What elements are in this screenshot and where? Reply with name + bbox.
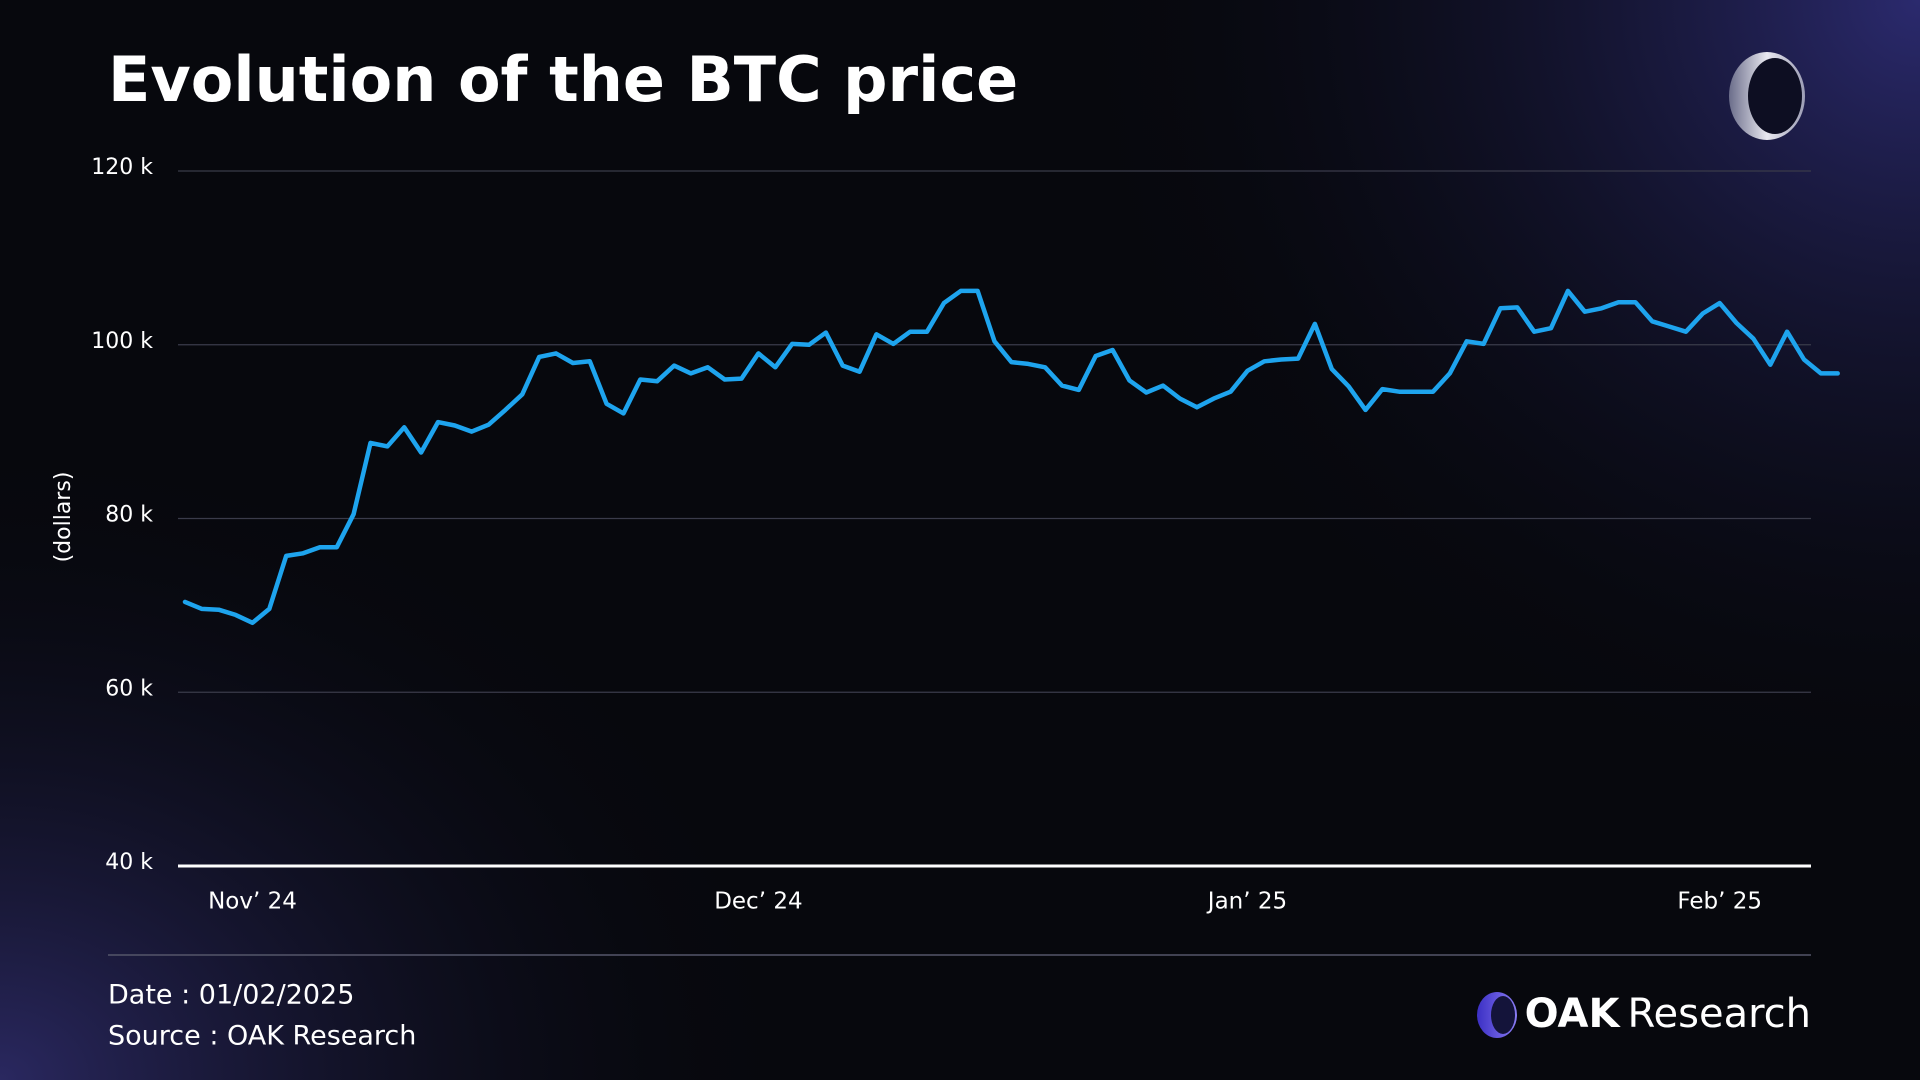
x-tick-label: Nov’ 24 bbox=[208, 889, 297, 915]
y-axis-label: (dollars) bbox=[51, 472, 76, 563]
chart-title: Evolution of the BTC price bbox=[108, 43, 1018, 116]
y-tick-label: 100 k bbox=[91, 329, 153, 354]
brand-regular: Research bbox=[1628, 991, 1811, 1037]
x-tick-label: Feb’ 25 bbox=[1677, 889, 1762, 915]
y-tick-label: 120 k bbox=[91, 155, 153, 180]
x-tick-label: Dec’ 24 bbox=[714, 889, 802, 915]
price-line bbox=[182, 288, 1840, 626]
footer-source: Source : OAK Research bbox=[108, 1021, 416, 1052]
logo bbox=[1729, 52, 1805, 140]
brand-logo bbox=[1477, 992, 1517, 1038]
y-tick-label: 60 k bbox=[105, 676, 153, 701]
brand-name: OAK Research bbox=[1525, 991, 1811, 1037]
y-tick-label: 80 k bbox=[105, 503, 153, 528]
brand-bold: OAK bbox=[1525, 991, 1622, 1037]
y-tick-label: 40 k bbox=[105, 850, 153, 875]
footer-date: Date : 01/02/2025 bbox=[108, 980, 354, 1011]
x-tick-label: Jan’ 25 bbox=[1206, 889, 1287, 915]
